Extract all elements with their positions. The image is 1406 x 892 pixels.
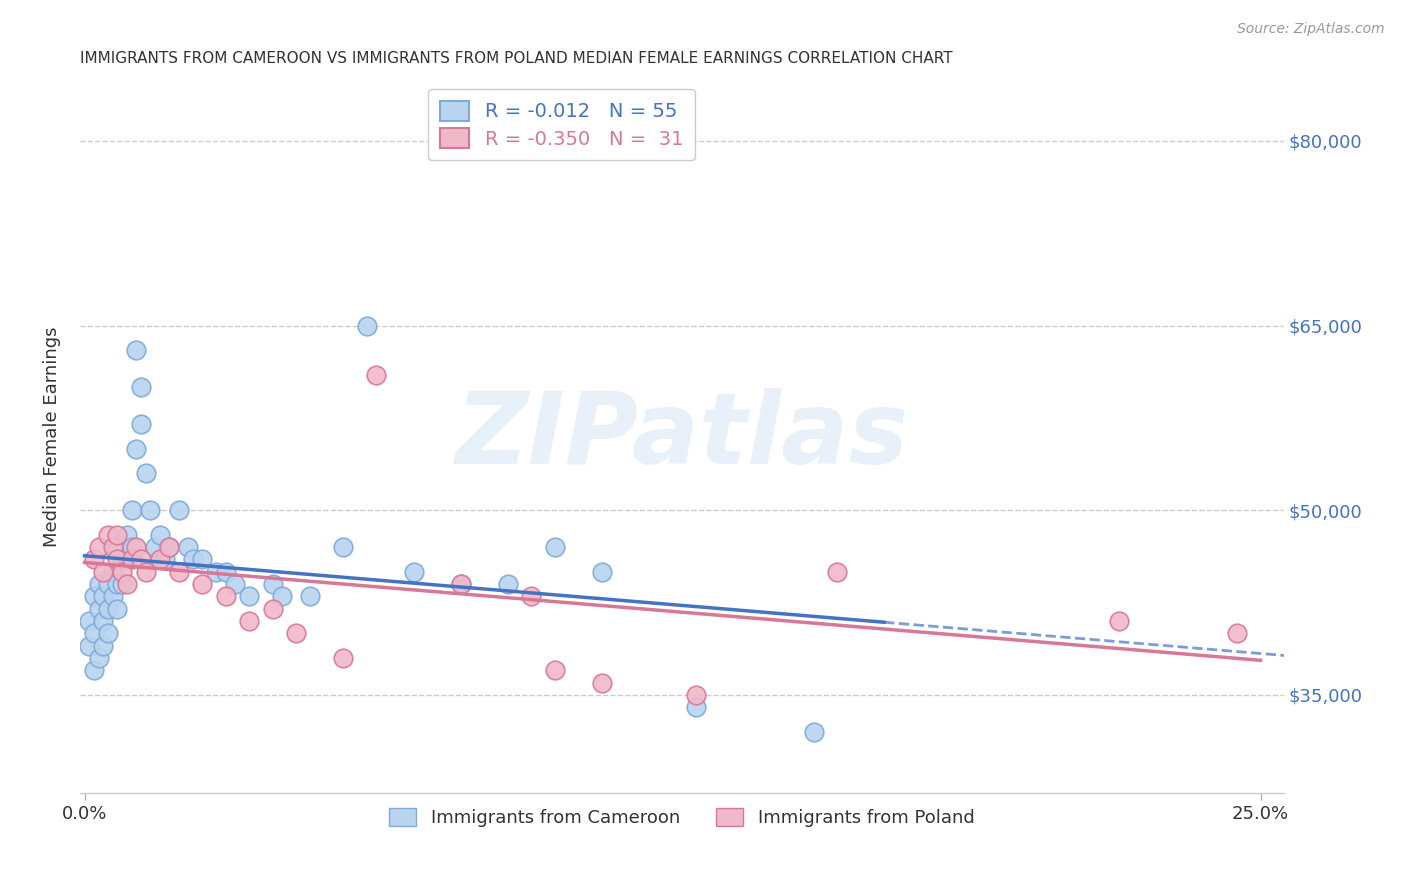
Point [101,565,124,579]
Point [129,552,152,566]
Point [271,590,294,604]
Point [402,565,425,579]
Point [115,552,138,566]
Point [97,577,120,591]
Point [157,540,180,554]
Point [129,417,152,431]
Point [177,540,200,554]
Point [93,565,115,579]
Point [143,540,166,554]
Point [544,540,567,554]
Point [215,590,238,604]
Point [87,540,110,554]
Text: Source: ZipAtlas.com: Source: ZipAtlas.com [1237,22,1385,37]
Point [97,528,120,542]
Point [803,724,825,739]
Point [157,540,180,554]
Point [121,503,143,517]
Point [135,565,157,579]
Point [262,577,284,591]
Point [520,590,543,604]
Point [167,565,190,579]
Point [153,552,176,566]
Point [121,540,143,554]
Point [93,590,115,604]
Point [83,552,105,566]
Point [97,601,120,615]
Point [129,380,152,394]
Text: ZIPatlas: ZIPatlas [456,388,908,485]
Point [685,688,707,702]
Y-axis label: Median Female Earnings: Median Female Earnings [44,326,60,547]
Point [139,503,162,517]
Point [107,577,129,591]
Point [591,675,613,690]
Point [149,528,172,542]
Point [93,639,115,653]
Point [135,467,157,481]
Point [685,700,707,714]
Point [101,540,124,554]
Point [111,565,134,579]
Point [356,318,378,333]
Point [167,503,190,517]
Point [97,626,120,640]
Point [332,651,354,665]
Legend: Immigrants from Cameroon, Immigrants from Poland: Immigrants from Cameroon, Immigrants fro… [382,800,981,834]
Point [111,577,134,591]
Point [83,626,105,640]
Point [107,528,129,542]
Point [1226,626,1249,640]
Point [101,590,124,604]
Point [450,577,472,591]
Point [332,540,354,554]
Point [83,590,105,604]
Point [238,590,260,604]
Point [111,552,134,566]
Point [215,565,238,579]
Point [1108,614,1130,628]
Point [825,565,848,579]
Point [181,552,204,566]
Point [191,552,214,566]
Point [149,552,172,566]
Point [544,663,567,677]
Point [87,651,110,665]
Point [125,540,148,554]
Point [107,540,129,554]
Point [115,528,138,542]
Point [285,626,308,640]
Point [125,343,148,358]
Point [450,577,472,591]
Point [496,577,519,591]
Point [107,552,129,566]
Point [93,614,115,628]
Point [299,590,322,604]
Point [107,601,129,615]
Point [262,601,284,615]
Point [191,577,214,591]
Point [87,601,110,615]
Point [121,552,143,566]
Point [77,639,100,653]
Point [125,442,148,456]
Point [205,565,228,579]
Point [238,614,260,628]
Point [77,614,100,628]
Point [115,577,138,591]
Point [591,565,613,579]
Text: IMMIGRANTS FROM CAMEROON VS IMMIGRANTS FROM POLAND MEDIAN FEMALE EARNINGS CORREL: IMMIGRANTS FROM CAMEROON VS IMMIGRANTS F… [80,51,952,66]
Point [224,577,246,591]
Point [366,368,388,382]
Point [83,663,105,677]
Point [87,577,110,591]
